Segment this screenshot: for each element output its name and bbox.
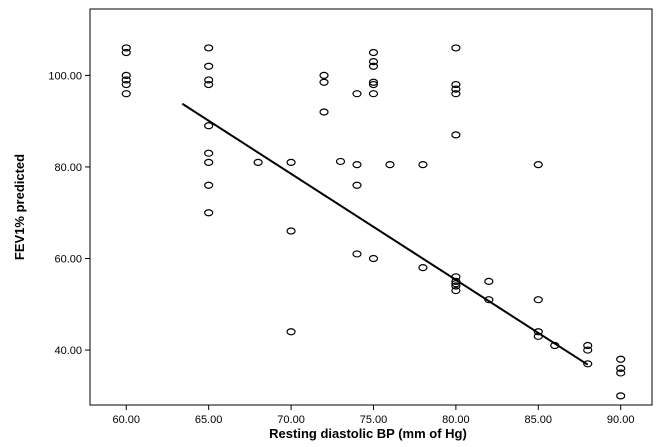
data-point <box>352 90 362 98</box>
data-point <box>368 48 379 57</box>
data-point <box>616 369 626 377</box>
data-point <box>352 161 362 169</box>
data-point <box>352 181 362 189</box>
x-tick-label: 80.00 <box>442 414 470 426</box>
data-point <box>121 76 131 84</box>
data-point <box>286 227 296 235</box>
x-tick-label: 85.00 <box>525 414 553 426</box>
data-point <box>204 122 214 130</box>
data-point <box>533 328 543 336</box>
y-tick-label: 100.00 <box>48 70 82 82</box>
data-point <box>583 341 593 350</box>
data-point <box>286 158 296 166</box>
data-point <box>451 80 461 89</box>
data-point <box>451 85 461 93</box>
data-point <box>204 181 214 189</box>
data-point <box>368 62 379 70</box>
data-point <box>484 296 494 304</box>
x-tick-label: 65.00 <box>195 414 223 426</box>
data-point <box>418 264 428 272</box>
data-point <box>286 328 296 336</box>
data-point <box>451 282 461 290</box>
regression-line <box>181 102 589 366</box>
data-point <box>533 296 543 304</box>
data-point <box>451 131 461 139</box>
data-point <box>368 254 379 263</box>
data-point <box>368 78 379 86</box>
data-point <box>121 90 131 98</box>
data-point <box>451 286 461 295</box>
x-axis-title: Resting diastolic BP (mm of Hg) <box>269 426 467 441</box>
data-point <box>368 58 379 66</box>
x-axis-ticks: 60.00 65.00 70.00 75.00 80.00 85.00 90.00 <box>112 405 634 426</box>
data-point <box>319 108 329 116</box>
x-tick-label: 70.00 <box>277 414 305 426</box>
data-point <box>253 158 263 166</box>
data-point <box>616 355 626 363</box>
plot-area <box>89 8 653 406</box>
data-point <box>121 44 131 52</box>
data-points <box>121 44 626 400</box>
data-point <box>451 44 461 52</box>
data-point <box>368 90 379 98</box>
data-point <box>204 76 214 84</box>
data-point <box>533 161 543 169</box>
data-point <box>121 71 131 79</box>
x-tick-label: 90.00 <box>607 414 635 426</box>
data-point <box>204 80 214 89</box>
data-point <box>352 250 362 258</box>
data-point <box>335 157 346 166</box>
data-point <box>368 80 379 89</box>
x-tick-label: 60.00 <box>112 414 140 426</box>
data-point <box>204 62 214 70</box>
data-point <box>204 209 214 217</box>
y-axis-ticks: 40.00 60.00 80.00 100.00 <box>48 70 90 357</box>
data-point <box>121 48 131 57</box>
data-point <box>418 161 428 169</box>
data-point <box>385 161 395 169</box>
data-point <box>204 149 214 157</box>
y-tick-label: 40.00 <box>54 345 82 357</box>
data-point <box>319 71 329 79</box>
y-axis-title: FEV1% predicted <box>12 154 27 260</box>
y-tick-label: 80.00 <box>54 162 82 174</box>
data-point <box>616 392 626 400</box>
data-point <box>204 44 214 52</box>
data-point <box>121 80 131 89</box>
data-point <box>616 364 626 372</box>
data-point <box>204 158 214 166</box>
y-tick-label: 60.00 <box>54 254 82 266</box>
data-point <box>319 78 329 86</box>
data-point <box>484 277 494 285</box>
data-point <box>583 360 593 368</box>
data-point <box>451 90 461 98</box>
x-tick-label: 75.00 <box>360 414 388 426</box>
data-point <box>583 346 593 354</box>
